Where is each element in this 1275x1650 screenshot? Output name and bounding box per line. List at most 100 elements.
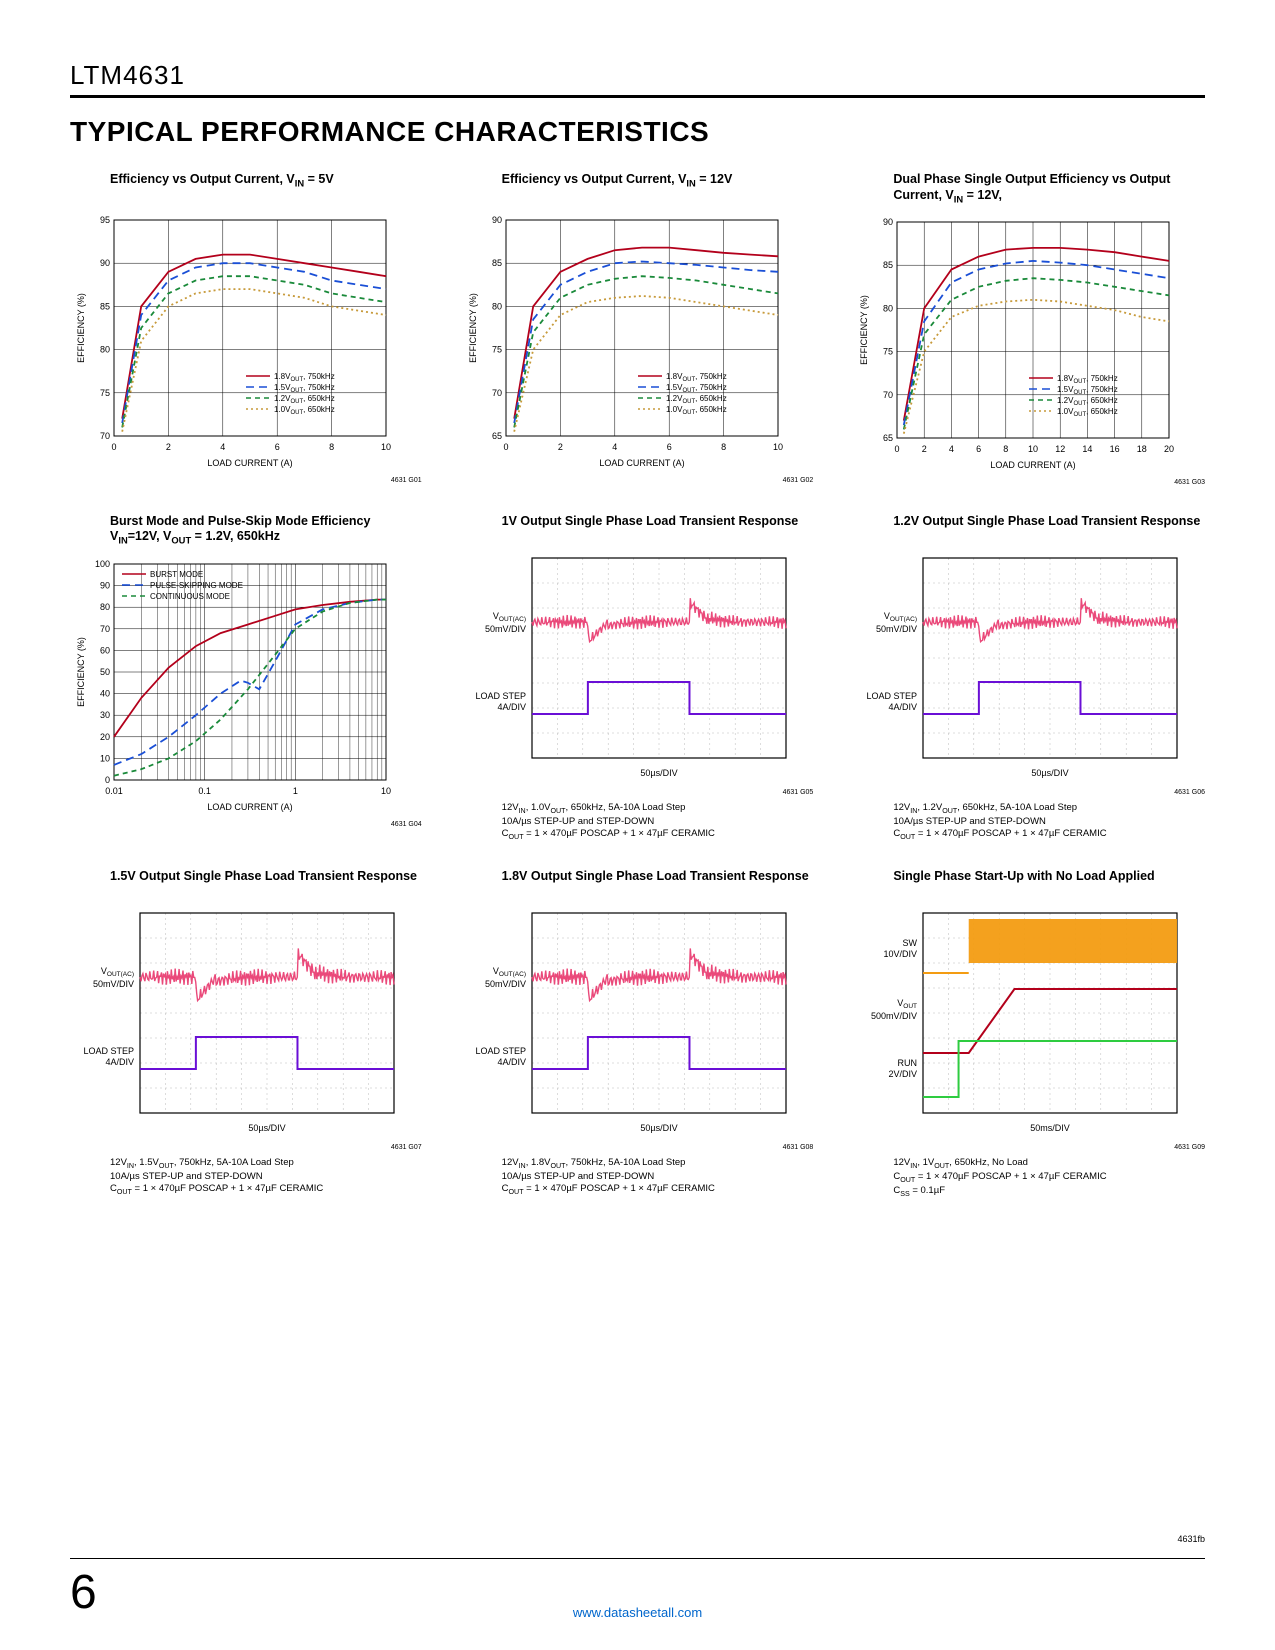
svg-text:0: 0 [111, 442, 116, 452]
chart-caption: 12VIN, 1VOUT, 650kHz, No LoadCOUT = 1 × … [853, 1157, 1205, 1198]
chart-id: 4631 G09 [853, 1144, 1205, 1151]
svg-text:0: 0 [503, 442, 508, 452]
svg-text:50: 50 [100, 667, 110, 677]
svg-text:6: 6 [275, 442, 280, 452]
chart-id: 4631 G03 [853, 479, 1205, 486]
svg-text:RUN2V/DIV: RUN2V/DIV [889, 1058, 918, 1079]
svg-text:PULSE-SKIPPING MODE: PULSE-SKIPPING MODE [150, 581, 243, 590]
svg-text:EFFICIENCY (%): EFFICIENCY (%) [76, 293, 86, 363]
svg-text:LOAD CURRENT (A): LOAD CURRENT (A) [207, 458, 292, 468]
svg-text:70: 70 [100, 623, 110, 633]
svg-text:80: 80 [100, 345, 110, 355]
chart-svg: VOUT(AC)50mV/DIVLOAD STEP4A/DIV50µs/DIV [462, 552, 814, 787]
svg-text:VOUT500mV/DIV: VOUT500mV/DIV [871, 998, 917, 1021]
svg-text:6: 6 [976, 444, 981, 454]
chart-title: 1.8V Output Single Phase Load Transient … [462, 869, 814, 901]
chart-svg: VOUT(AC)50mV/DIVLOAD STEP4A/DIV50µs/DIV [462, 907, 814, 1142]
svg-text:50µs/DIV: 50µs/DIV [248, 1123, 285, 1133]
svg-text:8: 8 [1004, 444, 1009, 454]
svg-text:18: 18 [1137, 444, 1147, 454]
svg-text:0.1: 0.1 [198, 786, 211, 796]
chart-svg: 01020304050607080901000.010.1110EFFICIEN… [70, 554, 422, 819]
svg-text:2: 2 [558, 442, 563, 452]
svg-text:50µs/DIV: 50µs/DIV [640, 768, 677, 778]
chart-1: Efficiency vs Output Current, VIN = 12V6… [462, 172, 814, 486]
svg-text:75: 75 [883, 346, 893, 356]
chart-id: 4631 G04 [70, 821, 422, 828]
chart-title: Dual Phase Single Output Efficiency vs O… [853, 172, 1205, 206]
chart-4: 1V Output Single Phase Load Transient Re… [462, 514, 814, 841]
chart-svg: 65707580859002468101214161820EFFICIENCY … [853, 212, 1205, 477]
svg-text:30: 30 [100, 710, 110, 720]
svg-text:70: 70 [100, 431, 110, 441]
svg-text:1.5VOUT, 750kHz: 1.5VOUT, 750kHz [274, 383, 335, 394]
chart-caption: 12VIN, 1.5VOUT, 750kHz, 5A-10A Load Step… [70, 1157, 422, 1196]
svg-text:0: 0 [895, 444, 900, 454]
chart-svg: VOUT(AC)50mV/DIV LOAD STEP4A/DIV 50µs/DIV [70, 907, 422, 1142]
svg-text:95: 95 [100, 215, 110, 225]
svg-text:8: 8 [329, 442, 334, 452]
svg-text:90: 90 [100, 258, 110, 268]
svg-text:1.2VOUT, 650kHz: 1.2VOUT, 650kHz [274, 394, 335, 405]
svg-text:85: 85 [883, 260, 893, 270]
svg-text:EFFICIENCY (%): EFFICIENCY (%) [76, 637, 86, 707]
chart-title: Efficiency vs Output Current, VIN = 5V [70, 172, 422, 204]
svg-text:SW10V/DIV: SW10V/DIV [884, 938, 918, 959]
chart-title: 1.5V Output Single Phase Load Transient … [70, 869, 422, 901]
svg-text:10: 10 [773, 442, 783, 452]
chart-8: Single Phase Start-Up with No Load Appli… [853, 869, 1205, 1198]
svg-text:LOAD STEP4A/DIV: LOAD STEP4A/DIV [475, 691, 526, 712]
svg-text:BURST MODE: BURST MODE [150, 570, 203, 579]
svg-text:50ms/DIV: 50ms/DIV [1031, 1123, 1071, 1133]
svg-text:1.5VOUT, 750kHz: 1.5VOUT, 750kHz [666, 383, 727, 394]
svg-text:2: 2 [166, 442, 171, 452]
svg-text:EFFICIENCY (%): EFFICIENCY (%) [468, 293, 478, 363]
svg-text:10: 10 [381, 442, 391, 452]
svg-text:VOUT(AC)50mV/DIV: VOUT(AC)50mV/DIV [93, 966, 134, 989]
svg-text:8: 8 [721, 442, 726, 452]
footer: 4631fb 6 www.datasheetall.com [70, 1558, 1205, 1620]
section-title: TYPICAL PERFORMANCE CHARACTERISTICS [70, 116, 1205, 148]
chart-id: 4631 G05 [462, 789, 814, 796]
chart-caption: 12VIN, 1.2VOUT, 650kHz, 5A-10A Load Step… [853, 802, 1205, 841]
svg-text:CONTINUOUS MODE: CONTINUOUS MODE [150, 592, 230, 601]
svg-text:16: 16 [1110, 444, 1120, 454]
svg-text:20: 20 [1164, 444, 1174, 454]
svg-text:65: 65 [492, 431, 502, 441]
chart-title: 1.2V Output Single Phase Load Transient … [853, 514, 1205, 546]
svg-text:LOAD CURRENT (A): LOAD CURRENT (A) [207, 802, 292, 812]
svg-text:80: 80 [100, 602, 110, 612]
chart-svg: SW10V/DIV VOUT500mV/DIV RUN2V/DIV 50ms/DIV [853, 907, 1205, 1142]
chart-svg: VOUT(AC)50mV/DIVLOAD STEP4A/DIV50µs/DIV [853, 552, 1205, 787]
chart-2: Dual Phase Single Output Efficiency vs O… [853, 172, 1205, 486]
svg-text:LOAD STEP4A/DIV: LOAD STEP4A/DIV [867, 691, 918, 712]
svg-text:40: 40 [100, 688, 110, 698]
svg-text:VOUT(AC)50mV/DIV: VOUT(AC)50mV/DIV [876, 611, 917, 634]
svg-text:1: 1 [293, 786, 298, 796]
svg-text:1.0VOUT, 650kHz: 1.0VOUT, 650kHz [666, 405, 727, 416]
svg-text:1.8VOUT, 750kHz: 1.8VOUT, 750kHz [274, 372, 335, 383]
svg-text:85: 85 [492, 258, 502, 268]
footer-link[interactable]: www.datasheetall.com [573, 1605, 702, 1620]
svg-text:VOUT(AC)50mV/DIV: VOUT(AC)50mV/DIV [485, 966, 526, 989]
svg-text:80: 80 [492, 301, 502, 311]
chart-id: 4631 G08 [462, 1144, 814, 1151]
svg-text:50µs/DIV: 50µs/DIV [640, 1123, 677, 1133]
svg-text:LOAD STEP4A/DIV: LOAD STEP4A/DIV [83, 1046, 134, 1067]
part-number: LTM4631 [70, 60, 1205, 91]
svg-text:90: 90 [100, 580, 110, 590]
footer-rev: 4631fb [1177, 1534, 1205, 1544]
chart-title: 1V Output Single Phase Load Transient Re… [462, 514, 814, 546]
svg-text:10: 10 [1028, 444, 1038, 454]
svg-text:0: 0 [105, 775, 110, 785]
chart-id: 4631 G06 [853, 789, 1205, 796]
chart-6: 1.5V Output Single Phase Load Transient … [70, 869, 422, 1198]
svg-text:14: 14 [1083, 444, 1093, 454]
svg-text:85: 85 [100, 301, 110, 311]
svg-text:10: 10 [381, 786, 391, 796]
svg-text:70: 70 [492, 388, 502, 398]
svg-text:100: 100 [95, 559, 110, 569]
svg-text:75: 75 [100, 388, 110, 398]
svg-text:4: 4 [949, 444, 954, 454]
svg-text:70: 70 [883, 390, 893, 400]
